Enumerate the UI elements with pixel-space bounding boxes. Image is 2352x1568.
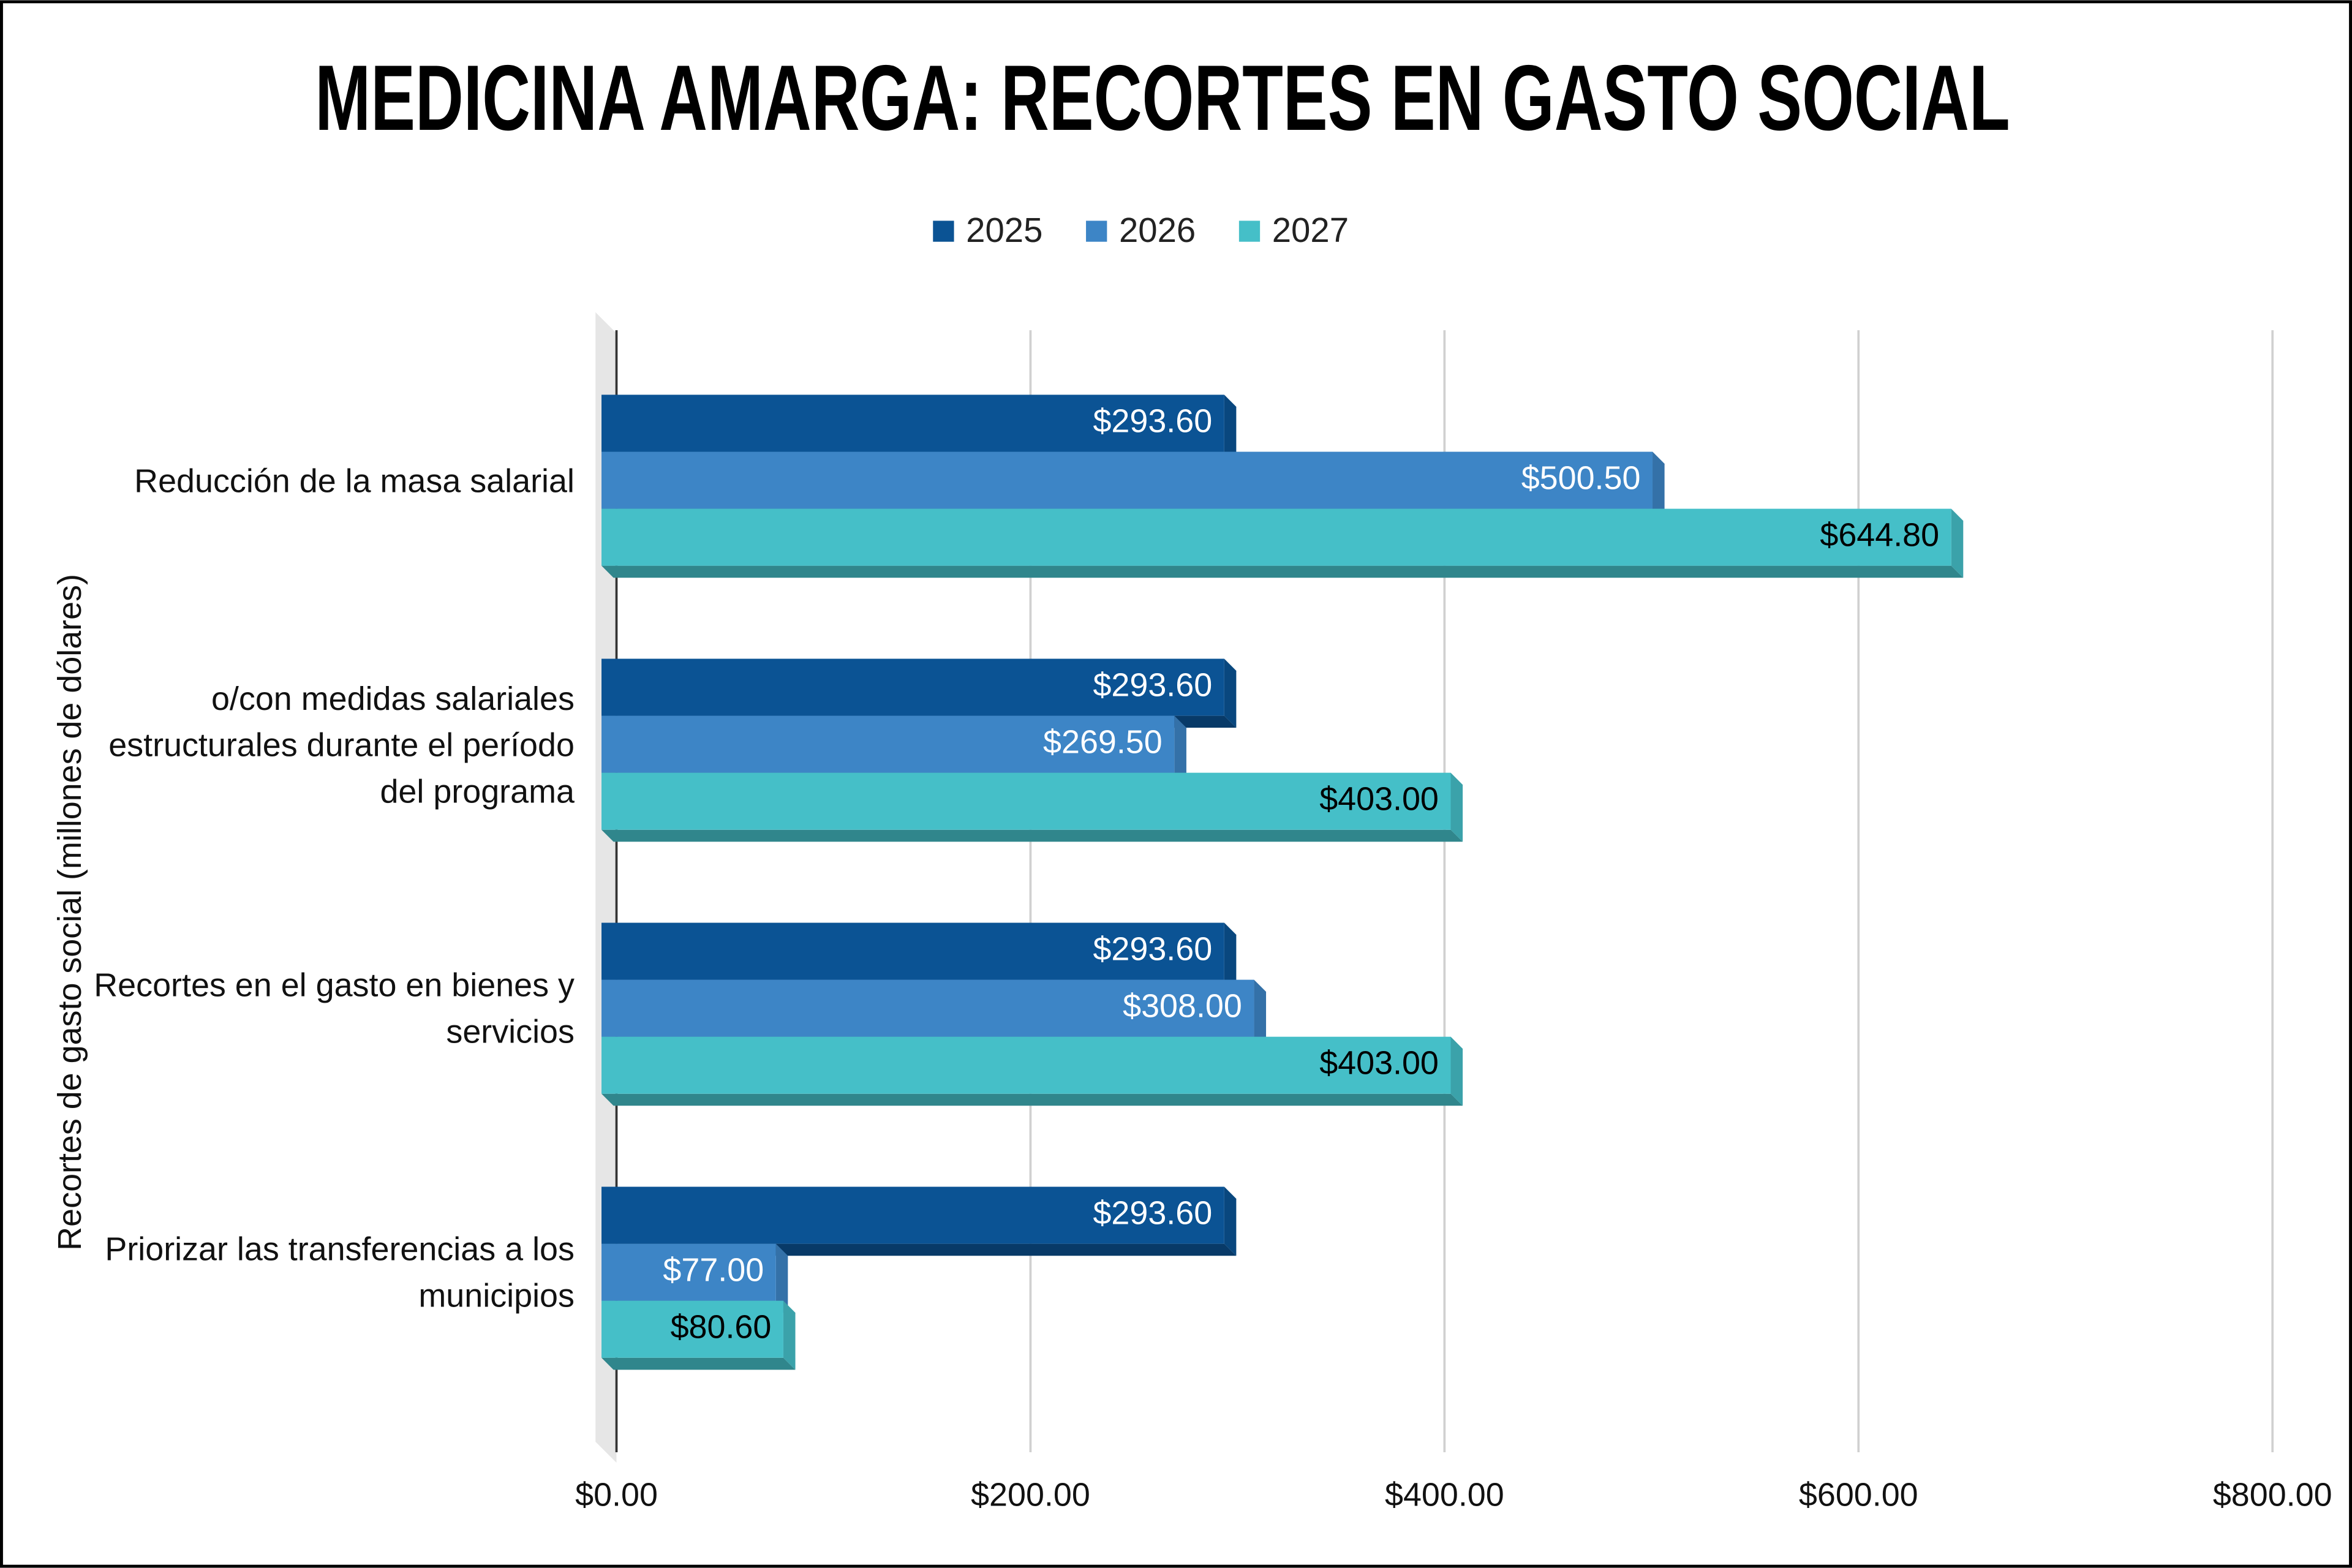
category-wrap: Recortes en el gasto en bienes y servici…: [94, 966, 575, 1050]
bar-side: [1254, 979, 1267, 1049]
value-label: $77.00: [663, 1251, 764, 1288]
value-label: $644.80: [1820, 516, 1939, 553]
legend-label: 2026: [1119, 211, 1196, 249]
bar-depth: [601, 1093, 1463, 1106]
x-tick-label: $400.00: [1385, 1477, 1504, 1513]
bar: [601, 394, 1224, 452]
x-tick-label: $200.00: [971, 1477, 1090, 1513]
value-label: $308.00: [1123, 987, 1242, 1024]
bar-side: [1224, 394, 1237, 464]
category-wrap: o/con medidas salariales estructurales d…: [108, 679, 575, 810]
bar-side: [1224, 1186, 1237, 1256]
value-label: $80.60: [671, 1308, 772, 1345]
chart-title: MEDICINA AMARGA: RECORTES EN GASTO SOCIA…: [315, 47, 2010, 150]
value-label: $293.60: [1093, 402, 1212, 439]
bar-side: [1224, 922, 1237, 992]
y-tick-label: Reducción de la masa salarial: [134, 461, 575, 499]
bar: [601, 658, 1224, 716]
category-wrap: Priorizar las transferencias a los munic…: [105, 1230, 575, 1314]
bar-side: [1653, 451, 1665, 521]
value-label: $293.60: [1093, 930, 1212, 967]
y-tick-label: Priorizar las transferencias a los munic…: [105, 1230, 575, 1314]
bar-side: [783, 1300, 796, 1370]
bar: [601, 1186, 1224, 1244]
bar-side: [1224, 658, 1237, 728]
value-label: $403.00: [1319, 780, 1439, 817]
bar-side: [1450, 1036, 1463, 1106]
bar: [601, 1300, 783, 1358]
bar: [601, 922, 1224, 980]
value-label: $500.50: [1521, 459, 1641, 496]
bar-side: [775, 1243, 788, 1313]
value-label: $403.00: [1319, 1044, 1439, 1081]
bar: [601, 1036, 1451, 1094]
bar: [601, 979, 1254, 1037]
category-wrap: Reducción de la masa salarial: [134, 461, 575, 499]
bar-side: [1951, 508, 1964, 578]
bar: [601, 772, 1451, 830]
bar: [601, 451, 1653, 509]
bar-depth: [601, 829, 1463, 842]
y-tick-label: Recortes en el gasto en bienes y servici…: [94, 966, 575, 1050]
value-label: $269.50: [1043, 723, 1163, 760]
y-tick-label: o/con medidas salariales estructurales d…: [108, 679, 575, 810]
x-tick-label: $800.00: [2213, 1477, 2332, 1513]
bar-side: [1450, 772, 1463, 842]
bar-side: [1174, 715, 1186, 785]
bar: [601, 715, 1175, 773]
legend-swatch: [933, 221, 954, 242]
value-label: $293.60: [1093, 666, 1212, 703]
legend-swatch: [1086, 221, 1107, 242]
legend-label: 2025: [966, 211, 1042, 249]
legend-swatch: [1238, 221, 1261, 242]
legend-label: 2027: [1272, 211, 1349, 249]
x-tick-label: $0.00: [575, 1477, 658, 1513]
bar: [601, 1243, 776, 1301]
axis-floor: [595, 312, 617, 1463]
y-axis-title: Recortes de gasto social (millones de dó…: [51, 574, 88, 1251]
bar-depth: [601, 565, 1964, 578]
bar-depth: [601, 1357, 796, 1370]
x-tick-label: $600.00: [1799, 1477, 1918, 1513]
value-label: $293.60: [1093, 1194, 1212, 1231]
bar: [601, 508, 1951, 566]
